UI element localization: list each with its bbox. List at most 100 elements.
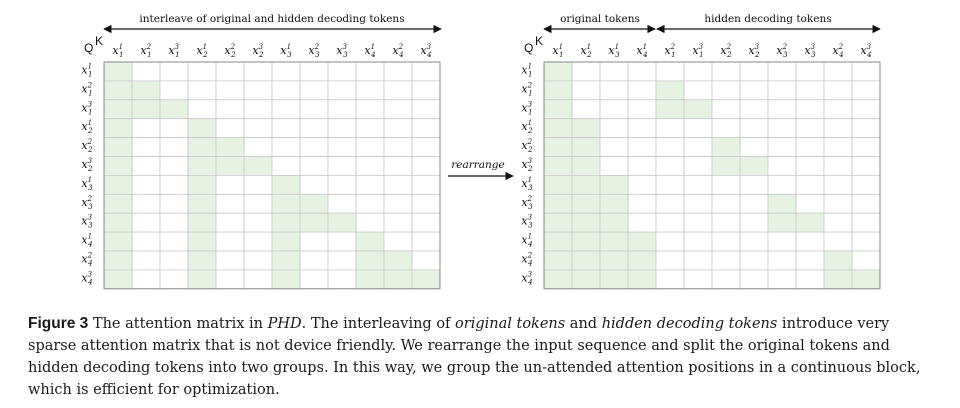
empty-cell: [711, 99, 741, 120]
key-label: x3 2: [748, 43, 760, 59]
empty-cell: [187, 99, 217, 120]
attended-cell: [187, 156, 217, 176]
query-label: x1 3: [521, 176, 533, 192]
query-label: x2 4: [521, 251, 532, 267]
original-tokens-label: original tokens: [560, 13, 640, 25]
key-label: x2 4: [392, 43, 403, 59]
query-label: x3 2: [521, 157, 533, 173]
query-label: x1 1: [81, 62, 92, 78]
attended-cell: [599, 174, 629, 195]
attended-cell: [543, 61, 573, 82]
empty-cell: [411, 174, 441, 195]
empty-cell: [411, 156, 441, 176]
empty-cell: [243, 250, 273, 271]
empty-cell: [739, 269, 769, 290]
empty-cell: [215, 269, 245, 290]
empty-cell: [355, 99, 385, 120]
empty-cell: [299, 250, 329, 271]
empty-cell: [299, 231, 329, 252]
attended-cell: [599, 269, 629, 290]
key-label: x3 1: [168, 43, 179, 59]
empty-cell: [159, 61, 189, 82]
empty-cell: [215, 61, 245, 82]
query-label: x2 2: [81, 138, 93, 154]
empty-cell: [327, 80, 357, 101]
empty-cell: [851, 193, 881, 214]
attended-cell: [243, 156, 273, 176]
caption-part-1: The attention matrix in: [88, 316, 268, 332]
empty-cell: [243, 269, 273, 290]
empty-cell: [327, 61, 357, 82]
empty-cell: [355, 212, 385, 233]
empty-cell: [655, 118, 685, 138]
caption-original-tokens: original tokens: [455, 316, 566, 332]
empty-cell: [243, 118, 273, 138]
attended-cell: [599, 250, 629, 271]
attended-cell: [299, 193, 329, 214]
hidden-tokens-label: hidden decoding tokens: [704, 13, 831, 25]
empty-cell: [823, 61, 853, 82]
empty-cell: [327, 137, 357, 157]
attended-cell: [571, 250, 601, 271]
empty-cell: [243, 137, 273, 157]
empty-cell: [131, 269, 161, 290]
empty-cell: [243, 231, 273, 252]
empty-cell: [795, 80, 825, 101]
matrix-border: [103, 61, 441, 290]
attended-cell: [187, 231, 217, 252]
attended-cell: [543, 80, 573, 101]
empty-cell: [299, 174, 329, 195]
key-label: x2 3: [776, 43, 788, 59]
attended-cell: [215, 137, 245, 157]
attended-cell: [103, 99, 133, 120]
empty-cell: [655, 269, 685, 290]
attended-cell: [383, 269, 413, 290]
empty-cell: [851, 99, 881, 120]
query-label: x2 3: [81, 195, 93, 211]
empty-cell: [271, 80, 301, 101]
empty-cell: [243, 212, 273, 233]
attended-cell: [543, 174, 573, 195]
attended-cell: [655, 80, 685, 101]
attended-cell: [571, 212, 601, 233]
caption-part-2: . The interleaving of: [301, 316, 456, 332]
empty-cell: [299, 99, 329, 120]
key-label: x2 2: [720, 43, 732, 59]
empty-cell: [711, 61, 741, 82]
empty-cell: [683, 61, 713, 82]
right-k-label: K: [535, 34, 543, 48]
empty-cell: [271, 118, 301, 138]
left-attention-matrix: [103, 61, 441, 290]
key-label: x1 3: [608, 43, 620, 59]
attended-cell: [159, 99, 189, 120]
left-top-label: interleave of original and hidden decodi…: [139, 13, 404, 25]
empty-cell: [383, 212, 413, 233]
empty-cell: [823, 212, 853, 233]
attended-cell: [711, 137, 741, 157]
attended-cell: [599, 231, 629, 252]
empty-cell: [683, 174, 713, 195]
empty-cell: [327, 250, 357, 271]
attended-cell: [103, 231, 133, 252]
empty-cell: [215, 231, 245, 252]
query-label: x1 4: [521, 233, 532, 249]
empty-cell: [739, 118, 769, 138]
empty-cell: [851, 250, 881, 271]
attended-cell: [627, 269, 657, 290]
attended-cell: [383, 250, 413, 271]
attended-cell: [571, 269, 601, 290]
key-label: x1 1: [112, 43, 123, 59]
attended-cell: [299, 212, 329, 233]
empty-cell: [355, 118, 385, 138]
empty-cell: [683, 80, 713, 101]
empty-cell: [327, 231, 357, 252]
right-attention-matrix: [543, 61, 881, 290]
attended-cell: [543, 231, 573, 252]
attended-cell: [271, 250, 301, 271]
empty-cell: [599, 99, 629, 120]
empty-cell: [215, 212, 245, 233]
key-label: x3 3: [804, 43, 816, 59]
attended-cell: [103, 156, 133, 176]
empty-cell: [271, 61, 301, 82]
empty-cell: [159, 156, 189, 176]
